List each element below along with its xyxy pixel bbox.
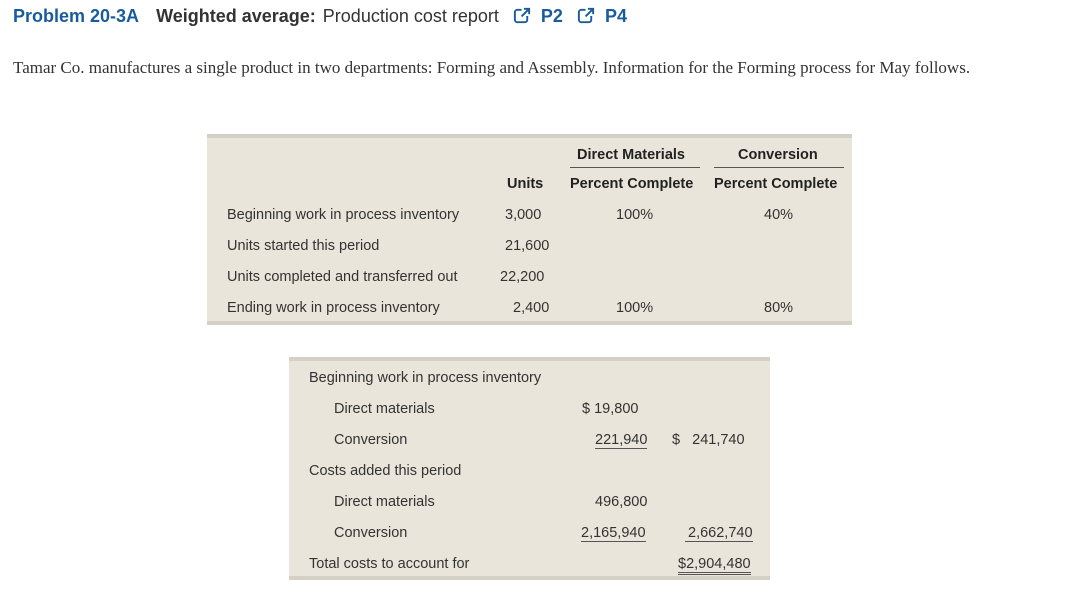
row-label: Units started this period <box>227 238 380 254</box>
header-conv-percent: Percent Complete <box>714 176 838 192</box>
header-direct-materials: Direct Materials <box>577 147 685 163</box>
row-conv: 40% <box>764 207 794 223</box>
row-units: 3,000 <box>505 207 542 223</box>
intro-paragraph: Tamar Co. manufactures a single product … <box>13 58 971 77</box>
row-units: 21,600 <box>505 238 550 254</box>
row-dm: 100% <box>616 300 654 316</box>
add-conv-label: Conversion <box>334 525 408 541</box>
row-units: 22,200 <box>500 269 545 285</box>
problem-subtitle: Production cost report <box>322 6 499 26</box>
row-conv: 80% <box>764 300 794 316</box>
header-conversion: Conversion <box>738 147 818 163</box>
row-units: 2,400 <box>513 300 550 316</box>
beg-dm-label: Direct materials <box>334 401 435 417</box>
total-costs-label: Total costs to account for <box>309 556 470 572</box>
problem-label: Weighted average: <box>156 6 316 26</box>
row-label: Units completed and transferred out <box>227 269 458 285</box>
add-dm-label: Direct materials <box>334 494 435 510</box>
external-link-icon[interactable] <box>513 6 532 25</box>
units-table: Direct Materials Conversion Units Percen… <box>207 134 852 325</box>
ref-link-p4[interactable]: P4 <box>604 6 628 26</box>
row-label: Ending work in process inventory <box>227 300 440 316</box>
header-dm-percent: Percent Complete <box>570 176 694 192</box>
problem-heading: Problem 20-3A Weighted average: Producti… <box>13 6 627 27</box>
cost-table: Beginning work in process inventory Dire… <box>289 357 770 580</box>
add-total: 2,662,740 <box>685 525 753 542</box>
header-units: Units <box>507 176 544 192</box>
row-label: Beginning work in process inventory <box>227 207 460 223</box>
costs-added-header: Costs added this period <box>309 463 462 479</box>
beginning-wip-header: Beginning work in process inventory <box>309 370 542 386</box>
ref-link-p2[interactable]: P2 <box>540 6 563 26</box>
beg-dm-value: $ 19,800 <box>582 401 639 417</box>
add-conv-value: 2,165,940 <box>581 525 646 542</box>
beg-conv-value: 221,940 <box>595 432 648 449</box>
beg-conv-label: Conversion <box>334 432 408 448</box>
total-costs-value: $2,904,480 <box>678 556 751 575</box>
add-dm-value: 496,800 <box>595 494 648 510</box>
external-link-icon[interactable] <box>577 6 596 25</box>
beg-total: $ 241,740 <box>672 432 745 448</box>
row-dm: 100% <box>616 207 654 223</box>
problem-number: Problem 20-3A <box>13 6 140 26</box>
